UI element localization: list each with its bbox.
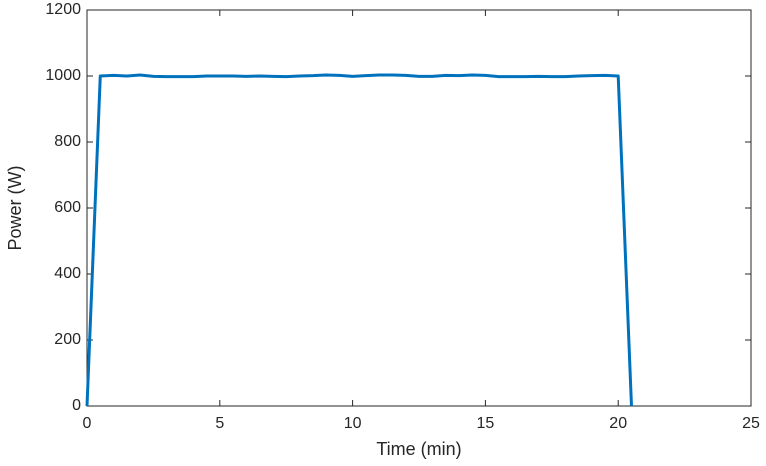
x-tick-label: 5 xyxy=(215,415,224,432)
y-tick-label: 1200 xyxy=(45,1,81,18)
x-tick-label: 25 xyxy=(742,415,760,432)
x-tick-label: 20 xyxy=(609,415,627,432)
y-tick-label: 1000 xyxy=(45,67,81,84)
x-axis-label: Time (min) xyxy=(376,439,461,459)
x-tick-label: 15 xyxy=(477,415,495,432)
y-tick-label: 800 xyxy=(54,133,81,150)
y-tick-label: 0 xyxy=(72,397,81,414)
data-line xyxy=(85,73,633,407)
y-tick-label: 400 xyxy=(54,265,81,282)
y-tick-label: 200 xyxy=(54,331,81,348)
y-axis-label: Power (W) xyxy=(5,166,25,251)
plot-frame xyxy=(86,9,752,407)
x-tick-label: 10 xyxy=(344,415,362,432)
x-tick-label: 0 xyxy=(83,415,92,432)
y-tick-label: 600 xyxy=(54,199,81,216)
